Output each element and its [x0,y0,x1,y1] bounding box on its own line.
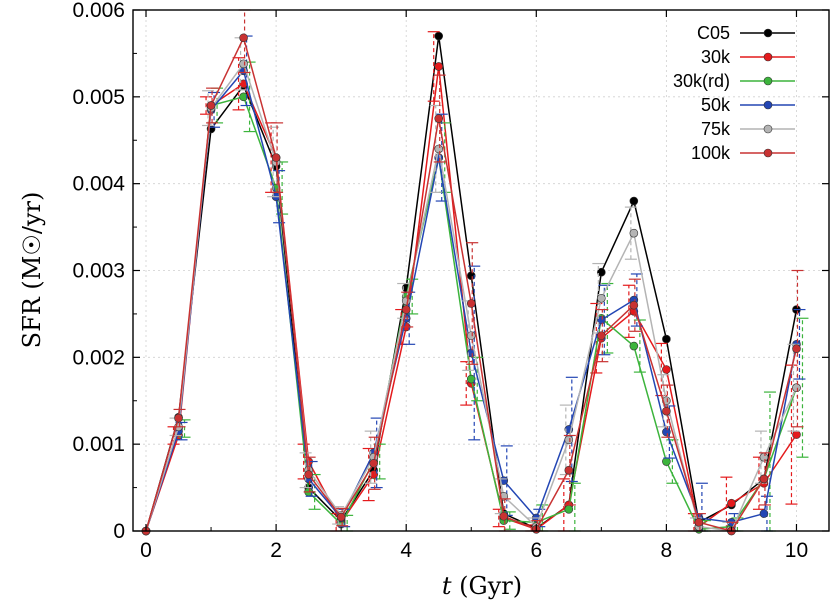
point-75k-19 [759,452,769,462]
point-75k-9 [434,144,444,154]
point-30k(rd)-16 [662,457,671,466]
legend-marker-C05 [763,28,773,38]
x-tick-label-2: 4 [400,539,412,562]
point-75k-14 [597,293,606,303]
point-C05-16 [662,334,671,344]
point-50k-14 [597,315,606,325]
point-75k-3 [239,59,248,69]
legend: C05 30k 30k(rd) 50k 75k 100k [673,23,795,163]
legend-label-75k: 75k [701,119,731,139]
point-100k-2 [206,101,216,110]
point-100k-20 [792,344,801,353]
point-C05-15 [629,196,639,206]
point-100k-17 [694,518,704,527]
legend-label-100k: 100k [691,143,731,163]
x-tick-label-1: 2 [270,539,282,562]
x-tick-label-3: 6 [530,539,542,562]
point-30k-18 [727,498,736,508]
point-C05-9 [434,31,444,41]
y-tick-label-1: 0.001 [72,433,125,456]
point-100k-10 [466,299,476,308]
point-30k-16 [662,365,671,374]
legend-label-C05: C05 [697,23,730,43]
point-30k-20 [792,430,801,439]
point-30k(rd)-10 [466,374,476,384]
point-100k-19 [759,474,769,484]
x-tick-label-5: 10 [785,539,808,562]
point-100k-4 [271,153,281,162]
x-axis: 0 2 4 6 8 10 [140,10,808,562]
point-100k-5 [304,470,313,479]
point-100k-14 [597,331,606,340]
legend-label-30k(rd): 30k(rd) [673,71,730,91]
y-tick-label-6: 0.006 [72,0,125,22]
x-axis-title-italic: t [442,572,452,600]
legend-marker-100k [763,148,773,158]
y-tick-label-3: 0.003 [72,260,125,283]
series-layer [141,9,809,536]
y-tick-label-0: 0 [113,520,125,543]
point-100k-1 [174,413,183,423]
point-75k-13 [564,435,574,445]
point-75k-8 [401,296,411,306]
legend-label-50k: 50k [701,95,731,115]
legend-label-30k: 30k [701,47,731,67]
x-tick-label-0: 0 [140,539,152,562]
point-100k-3 [239,33,248,43]
point-75k-15 [629,228,639,238]
point-100k-6 [336,512,346,522]
legend-marker-30k [763,52,773,62]
point-100k-9 [434,114,444,123]
x-axis-title-rest: (Gyr) [452,572,523,600]
point-50k-16 [662,427,671,437]
x-tick-label-4: 8 [661,539,673,562]
point-50k-19 [759,509,769,518]
y-axis-title: SFR (M☉/yr) [18,192,46,349]
point-100k-13 [564,465,574,475]
legend-marker-30k(rd) [763,76,773,86]
point-100k-11 [499,511,509,521]
point-30k(rd)-3 [239,92,248,102]
point-30k-9 [434,62,444,71]
point-75k-20 [792,383,801,393]
x-axis-title: t (Gyr) [442,572,522,600]
point-100k-15 [629,300,639,310]
point-C05-10 [466,271,476,281]
y-tick-label-4: 0.004 [72,173,125,196]
point-100k-8 [401,305,411,314]
legend-marker-50k [763,100,773,110]
y-tick-label-2: 0.002 [72,346,125,369]
point-100k-7 [369,458,378,468]
legend-marker-75k [763,124,773,134]
point-C05-14 [597,267,606,277]
point-75k-10 [466,331,476,340]
point-30k(rd)-15 [629,341,639,351]
point-30k(rd)-13 [564,504,574,514]
point-100k-16 [662,406,671,416]
y-axis: 0 0.001 0.002 0.003 0.004 0.005 0.006 [72,0,829,543]
y-tick-label-5: 0.005 [72,86,125,109]
